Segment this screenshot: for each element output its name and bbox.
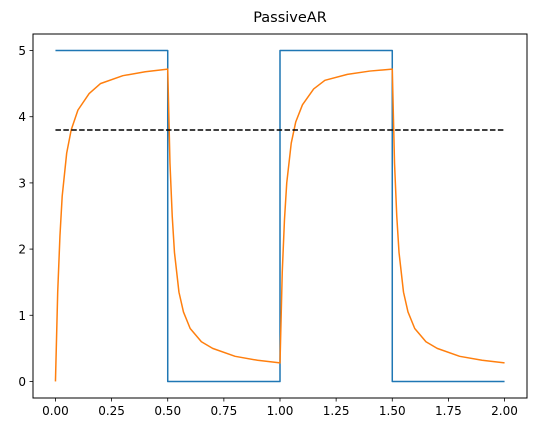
chart-title: PassiveAR — [253, 10, 327, 26]
series-line-1 — [55, 49, 505, 383]
series-line-2 — [54, 68, 505, 382]
y-tick-label: 4 — [18, 110, 26, 124]
x-tick-label: 0.25 — [98, 404, 125, 418]
series-layer — [54, 49, 505, 383]
x-tick-label: 0.75 — [211, 404, 238, 418]
x-tick-label: 1.50 — [379, 404, 406, 418]
x-tick-label: 0.50 — [154, 404, 181, 418]
y-tick-label: 0 — [18, 375, 26, 389]
x-tick-label: 2.00 — [491, 404, 518, 418]
x-tick-label: 0.00 — [42, 404, 69, 418]
y-tick-label: 5 — [18, 44, 26, 58]
y-axis: 0 1 2 3 4 5 — [18, 44, 33, 389]
x-tick-label: 1.00 — [267, 404, 294, 418]
x-tick-label: 1.75 — [435, 404, 462, 418]
x-tick-label: 1.25 — [323, 404, 350, 418]
x-axis: 0.00 0.25 0.50 0.75 1.00 1.25 1.50 1.75 2.00 — [42, 398, 518, 418]
y-tick-label: 3 — [18, 176, 26, 190]
y-tick-label: 1 — [18, 309, 26, 323]
y-tick-label: 2 — [18, 243, 26, 257]
